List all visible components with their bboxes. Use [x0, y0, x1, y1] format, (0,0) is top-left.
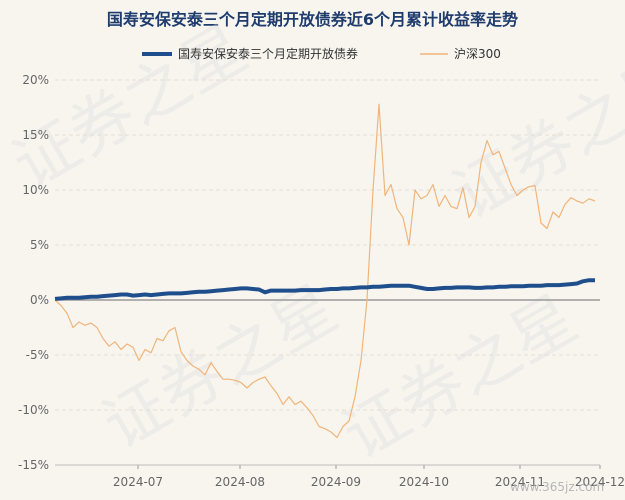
x-tick-label: 2024-08 [215, 475, 265, 489]
y-tick-label: 10% [22, 183, 49, 197]
watermark-text: 证券之星 [1, 12, 260, 204]
x-tick-label: 2024-09 [311, 475, 361, 489]
y-tick-label: 5% [30, 238, 49, 252]
legend-label: 国寿安保安泰三个月定期开放债券 [178, 46, 358, 61]
x-tick-label: 2024-07 [113, 475, 163, 489]
watermark-text: 证券之星 [331, 282, 590, 474]
legend-label: 沪深300 [454, 47, 501, 61]
chart-title: 国寿安保安泰三个月定期开放债券近6个月累计收益率走势 [106, 10, 519, 29]
y-tick-label: 20% [22, 73, 49, 87]
watermark-text: 证券之星 [441, 42, 625, 234]
x-tick-label: 2024-12 [575, 475, 625, 489]
y-tick-label: -10% [18, 403, 49, 417]
watermark-site: www.365jz.com [510, 480, 604, 494]
y-tick-label: 0% [30, 293, 49, 307]
y-tick-label: -5% [26, 348, 49, 362]
series-line [54, 278, 595, 301]
y-tick-label: -15% [18, 458, 49, 472]
x-tick-label: 2024-11 [495, 475, 545, 489]
series-line [54, 103, 596, 439]
y-tick-label: 15% [22, 128, 49, 142]
x-tick-label: 2024-10 [399, 475, 449, 489]
